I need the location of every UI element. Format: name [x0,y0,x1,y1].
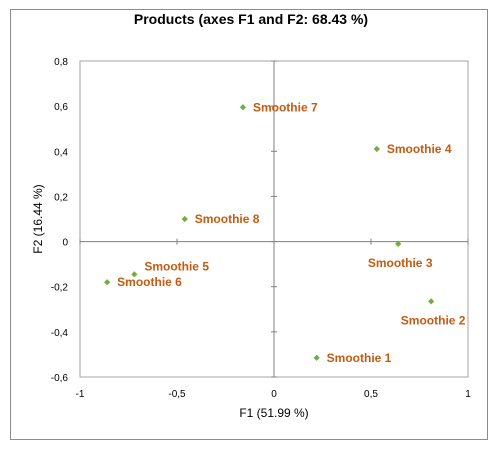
point-smoothie-8 [181,215,188,223]
point-label-smoothie-5: Smoothie 5 [144,259,209,273]
x-tick-label: 1 [465,389,471,400]
point-label-smoothie-1: Smoothie 1 [327,351,392,365]
point-label-smoothie-8: Smoothie 8 [195,212,260,226]
point-label-smoothie-3: Smoothie 3 [368,256,433,270]
y-tick-label: -0,4 [51,328,69,339]
x-axis-title: F1 (51.99 %) [239,406,308,420]
y-tick-label: 0,6 [54,102,68,113]
point-smoothie-2 [428,298,435,305]
x-tick-label: 0,5 [364,389,378,400]
y-tick-label: 0,8 [54,57,68,68]
y-tick-label: -0,2 [51,283,69,294]
point-smoothie-6 [104,279,111,286]
point-smoothie-1 [313,354,320,361]
point-label-smoothie-7: Smoothie 7 [253,100,318,114]
y-tick-label: -0,6 [51,373,69,384]
x-tick-label: -0,5 [168,389,186,400]
point-label-smoothie-2: Smoothie 2 [401,313,466,327]
y-tick-label: 0,4 [54,147,68,158]
y-tick-label: 0,2 [54,192,68,203]
chart-title: Products (axes F1 and F2: 68.43 %) [133,11,369,27]
x-tick-label: 0 [271,389,277,400]
point-label-smoothie-4: Smoothie 4 [387,142,452,156]
point-smoothie-4 [373,145,380,153]
y-axis-title: F2 (16.44 %) [31,184,45,253]
point-smoothie-7 [239,104,247,111]
x-tick-label: -1 [76,389,85,400]
y-tick-label: 0 [62,238,68,249]
point-label-smoothie-6: Smoothie 6 [117,275,182,289]
point-smoothie-5 [131,271,138,278]
chart-frame [10,9,488,440]
